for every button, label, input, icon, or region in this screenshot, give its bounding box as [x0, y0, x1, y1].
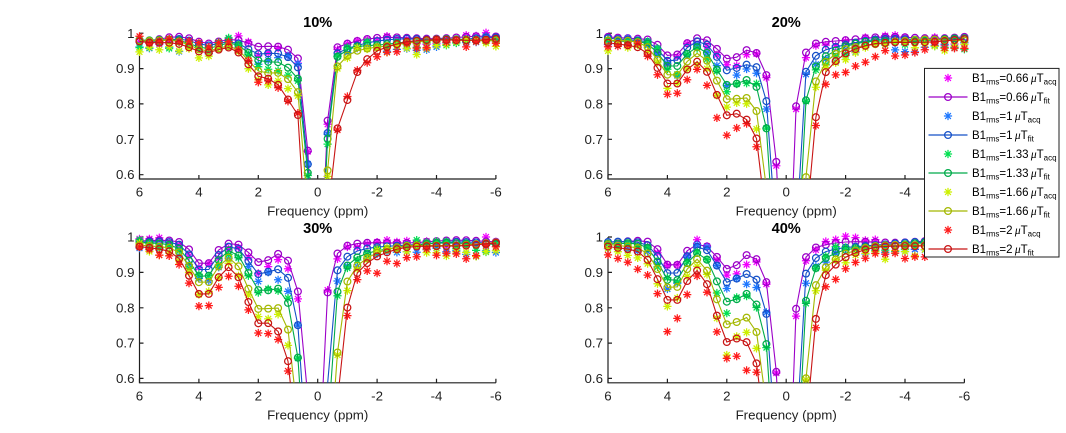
svg-text:6: 6 — [604, 388, 611, 403]
svg-text:0: 0 — [782, 388, 789, 403]
svg-text:0: 0 — [314, 388, 321, 403]
svg-text:0.8: 0.8 — [585, 97, 604, 112]
svg-text:-2: -2 — [840, 388, 852, 403]
svg-text:30%: 30% — [303, 221, 332, 237]
svg-text:0.6: 0.6 — [585, 167, 604, 182]
svg-text:10%: 10% — [303, 15, 332, 31]
svg-text:0.6: 0.6 — [116, 167, 135, 182]
svg-text:-4: -4 — [899, 388, 911, 403]
svg-text:1: 1 — [596, 230, 603, 245]
svg-text:4: 4 — [664, 185, 671, 200]
svg-text:1: 1 — [127, 230, 134, 245]
svg-text:0.9: 0.9 — [116, 61, 135, 76]
svg-text:6: 6 — [604, 185, 611, 200]
svg-text:0.7: 0.7 — [585, 132, 604, 147]
svg-text:B1rms=1 μTfit: B1rms=1 μTfit — [972, 130, 1035, 144]
svg-text:-6: -6 — [958, 388, 970, 403]
svg-text:-6: -6 — [490, 185, 502, 200]
svg-text:20%: 20% — [772, 15, 801, 31]
svg-text:2: 2 — [255, 388, 262, 403]
svg-text:0: 0 — [782, 185, 789, 200]
svg-text:1: 1 — [127, 26, 134, 41]
svg-text:4: 4 — [195, 185, 202, 200]
svg-text:B1rms=0.66 μTfit: B1rms=0.66 μTfit — [972, 92, 1051, 106]
svg-text:Frequency (ppm): Frequency (ppm) — [267, 407, 368, 422]
svg-text:-2: -2 — [840, 185, 852, 200]
svg-text:B1rms=1.66 μTfit: B1rms=1.66 μTfit — [972, 206, 1051, 220]
svg-text:-4: -4 — [431, 185, 443, 200]
svg-text:B1rms=1.33 μTfit: B1rms=1.33 μTfit — [972, 168, 1051, 182]
svg-text:B1rms=2 μTfit: B1rms=2 μTfit — [972, 244, 1035, 258]
svg-text:0.9: 0.9 — [585, 61, 604, 76]
svg-text:-2: -2 — [371, 388, 383, 403]
svg-text:-2: -2 — [371, 185, 383, 200]
svg-text:2: 2 — [723, 185, 730, 200]
svg-text:4: 4 — [195, 388, 202, 403]
svg-text:-4: -4 — [899, 185, 911, 200]
svg-text:4: 4 — [664, 388, 671, 403]
svg-text:6: 6 — [136, 185, 143, 200]
svg-text:0.7: 0.7 — [585, 336, 604, 351]
svg-text:0.7: 0.7 — [116, 336, 135, 351]
svg-text:0.6: 0.6 — [116, 371, 135, 386]
svg-text:0.9: 0.9 — [116, 265, 135, 280]
svg-text:0.9: 0.9 — [585, 265, 604, 280]
svg-text:40%: 40% — [772, 221, 801, 237]
svg-text:0.8: 0.8 — [116, 300, 135, 315]
svg-text:Frequency (ppm): Frequency (ppm) — [736, 407, 837, 422]
svg-text:-6: -6 — [490, 388, 502, 403]
svg-text:Frequency (ppm): Frequency (ppm) — [267, 204, 368, 219]
svg-text:1: 1 — [596, 26, 603, 41]
svg-text:0: 0 — [314, 185, 321, 200]
svg-text:0.7: 0.7 — [116, 132, 135, 147]
svg-text:2: 2 — [723, 388, 730, 403]
svg-text:0.6: 0.6 — [585, 371, 604, 386]
svg-text:6: 6 — [136, 388, 143, 403]
svg-text:2: 2 — [255, 185, 262, 200]
svg-text:-4: -4 — [431, 388, 443, 403]
svg-text:Frequency (ppm): Frequency (ppm) — [736, 204, 837, 219]
svg-text:0.8: 0.8 — [116, 97, 135, 112]
svg-text:0.8: 0.8 — [585, 300, 604, 315]
